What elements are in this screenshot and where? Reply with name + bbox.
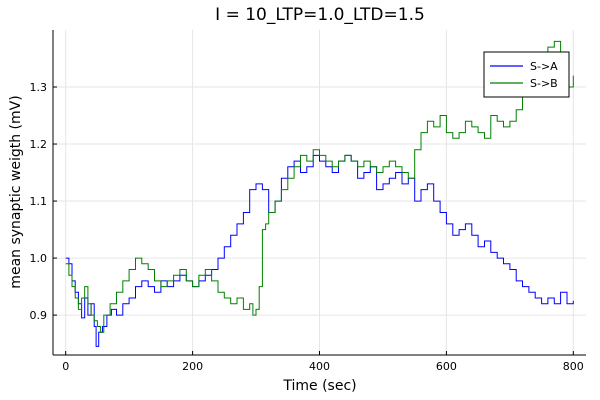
x-ticks: 0 200 400 600 800: [62, 351, 584, 373]
x-tick-label: 200: [182, 360, 203, 373]
series-line-s-b: [65, 40, 574, 333]
legend-label-s-b: S->B: [530, 77, 558, 90]
y-tick-label: 1.2: [30, 138, 48, 151]
y-axis-label: mean synaptic weigth (mV): [8, 95, 24, 288]
x-tick-label: 600: [436, 360, 457, 373]
chart-title: I = 10_LTP=1.0_LTD=1.5: [215, 5, 425, 25]
x-axis-label: Time (sec): [282, 378, 356, 394]
series-group: [65, 40, 574, 347]
y-tick-label: 1.3: [30, 81, 48, 94]
legend: S->A S->B: [483, 51, 570, 98]
x-tick-label: 800: [563, 360, 584, 373]
legend-box: [483, 51, 570, 98]
y-tick-label: 1.0: [30, 252, 48, 265]
y-tick-label: 0.9: [30, 309, 48, 322]
y-tick-label: 1.1: [30, 195, 48, 208]
x-tick-label: 0: [62, 360, 69, 373]
y-ticks: 0.9 1.0 1.1 1.2 1.3: [30, 81, 57, 322]
x-tick-label: 400: [309, 360, 330, 373]
legend-label-s-a: S->A: [530, 60, 558, 73]
